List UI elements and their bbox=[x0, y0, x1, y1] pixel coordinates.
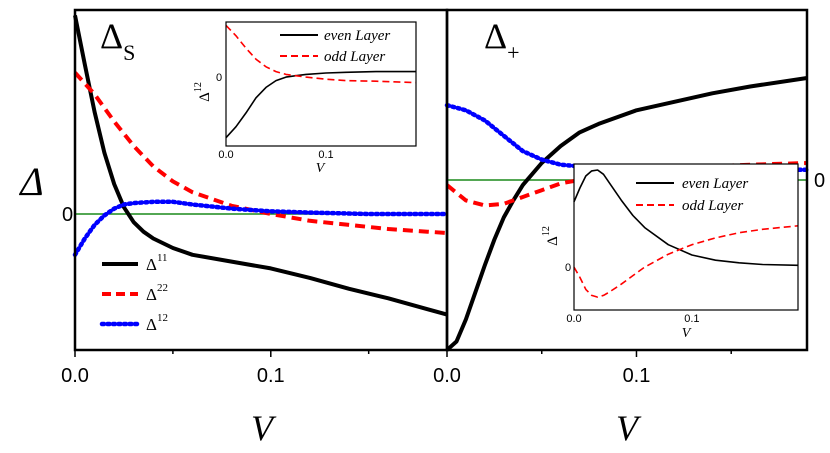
legend-label-d11: Δ11 bbox=[146, 252, 168, 274]
right-inset-series-group bbox=[573, 169, 799, 298]
left-panel: ΔS 0 0.0 0.1 V Δ Δ11 Δ22 Δ12 0 0.0 0.1 V… bbox=[18, 8, 450, 448]
right-inset-y-label: Δ12 bbox=[541, 226, 561, 246]
left-inset-legend-even: even Layer bbox=[324, 28, 390, 44]
right-inset: 0 0.0 0.1 V Δ12 even Layer odd Layer bbox=[541, 163, 799, 341]
chart1-series-0-line bbox=[445, 76, 808, 352]
right-frame bbox=[445, 8, 809, 352]
right-x-tickmarks bbox=[446, 350, 732, 357]
left-inset-y-label: Δ12 bbox=[193, 82, 213, 102]
right-y-zero-label: 0 bbox=[814, 170, 825, 192]
chart0-series-1-line bbox=[73, 71, 448, 235]
left-inset-x-tick-1: 0.1 bbox=[318, 149, 333, 161]
left-x-tick-1: 0.1 bbox=[257, 365, 285, 387]
left-x-tick-0: 0.0 bbox=[61, 365, 89, 387]
right-inset-y-zero-label: 0 bbox=[565, 262, 571, 274]
left-x-axis-label: V bbox=[251, 408, 277, 448]
right-inset-legend-even: even Layer bbox=[682, 176, 748, 192]
left-title: ΔS bbox=[100, 16, 135, 65]
left-inset-y-zero-label: 0 bbox=[216, 72, 222, 84]
left-inset-x-label: V bbox=[316, 161, 326, 176]
chart0-series-2-line bbox=[72, 199, 450, 258]
right-inset-x-tick-0: 0.0 bbox=[566, 313, 581, 325]
chart0-series-0-line bbox=[73, 15, 448, 317]
y-axis-label: Δ bbox=[18, 159, 43, 204]
right-inset-x-label: V bbox=[682, 326, 692, 341]
left-legend: Δ11 Δ22 Δ12 bbox=[99, 252, 168, 334]
left-inset-x-tick-0: 0.0 bbox=[218, 149, 233, 161]
chart2-series-1-line bbox=[225, 24, 417, 84]
left-series-group bbox=[72, 15, 450, 317]
left-y-zero-label: 0 bbox=[62, 204, 73, 226]
legend-label-d12: Δ12 bbox=[146, 312, 168, 334]
legend-label-d22: Δ22 bbox=[146, 282, 168, 304]
right-title: Δ+ bbox=[484, 16, 520, 65]
right-inset-x-tick-1: 0.1 bbox=[684, 313, 699, 325]
chart3-series-0-line bbox=[573, 169, 799, 267]
chart2-series-0-line bbox=[225, 70, 416, 139]
right-panel: Δ+ 0 0.0 0.1 V 0 0.0 0.1 V Δ12 even Laye… bbox=[433, 8, 825, 448]
left-inset-legend-odd: odd Layer bbox=[324, 49, 385, 65]
right-x-tick-1: 0.1 bbox=[623, 365, 651, 387]
right-inset-bg bbox=[574, 164, 798, 310]
right-inset-frame bbox=[573, 163, 799, 311]
left-inset-bg bbox=[226, 22, 416, 146]
left-x-tickmarks bbox=[74, 350, 370, 357]
left-inset-series-group bbox=[225, 24, 417, 139]
left-inset: 0 0.0 0.1 V Δ12 even Layer odd Layer bbox=[193, 21, 417, 176]
right-x-axis-label: V bbox=[616, 408, 642, 448]
right-x-tick-0: 0.0 bbox=[433, 365, 461, 387]
right-inset-legend-odd: odd Layer bbox=[682, 198, 743, 214]
left-inset-frame bbox=[225, 21, 417, 147]
